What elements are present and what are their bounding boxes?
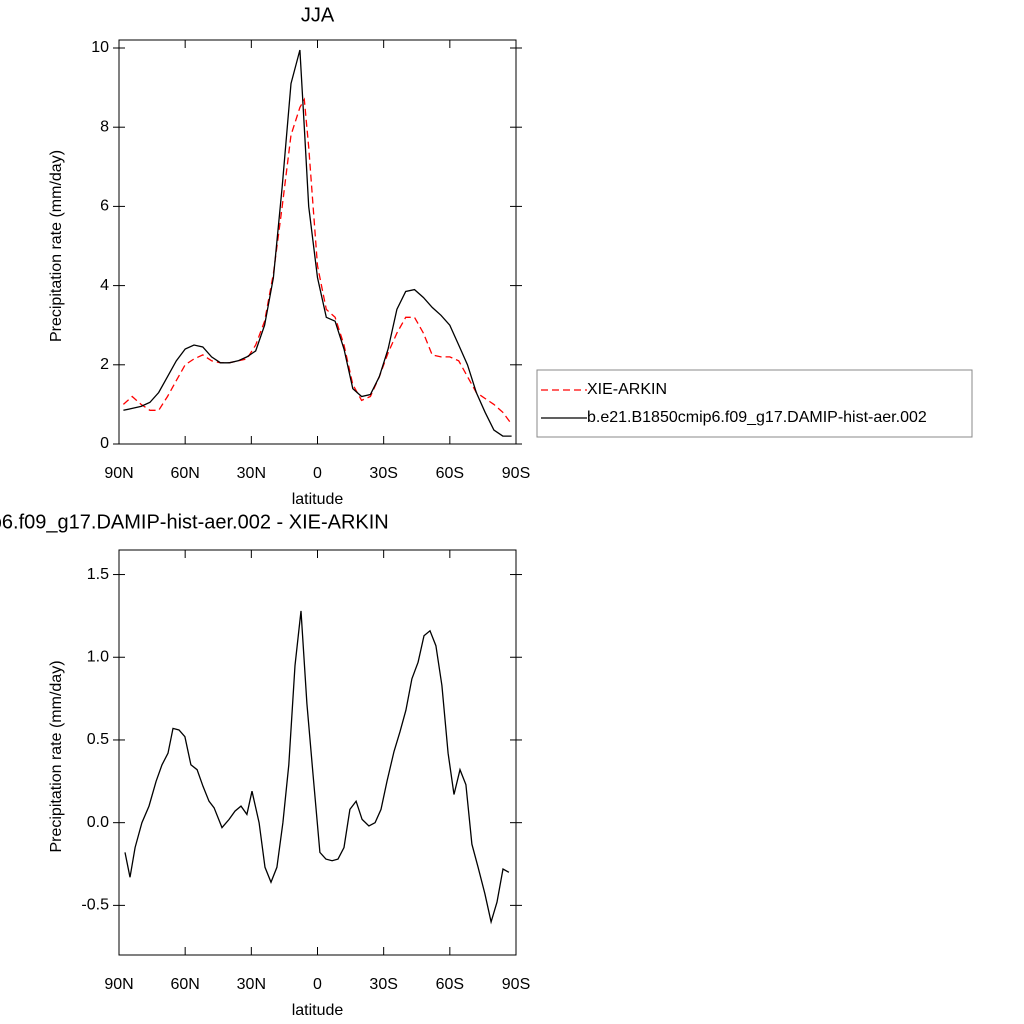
y-tick-label: 0.5: [87, 731, 109, 748]
y-tick-label: 1.0: [87, 648, 109, 665]
y-tick-label: 8: [100, 118, 109, 135]
legend-label: b.e21.B1850cmip6.f09_g17.DAMIP-hist-aer.…: [587, 409, 927, 426]
x-tick-label: 60S: [436, 465, 464, 482]
y-tick-label: 1.5: [87, 566, 109, 583]
chart-title: b.e21.B1850cmip6.f09_g17.DAMIP-hist-aer.…: [0, 511, 389, 533]
plot-frame: [118, 39, 517, 445]
x-tick-label: 90S: [502, 465, 530, 482]
x-tick-label: 90N: [104, 976, 133, 993]
x-tick-label: 30S: [369, 465, 397, 482]
data-line: [124, 610, 510, 925]
data-line: [123, 49, 512, 437]
chart-title: JJA: [301, 4, 335, 26]
x-tick-label: 0: [313, 465, 322, 482]
x-tick-label: 60N: [170, 976, 199, 993]
y-tick-label: 4: [100, 277, 109, 294]
x-tick-label: 90N: [104, 465, 133, 482]
x-tick-label: 0: [313, 976, 322, 993]
legend-box: [536, 369, 973, 438]
x-tick-label: 30S: [369, 976, 397, 993]
y-tick-label: -0.5: [81, 897, 109, 914]
plot-frame: [118, 549, 517, 956]
x-tick-label: 90S: [502, 976, 530, 993]
legend-label: XIE-ARKIN: [587, 381, 667, 398]
x-axis-label: latitude: [292, 1002, 344, 1019]
y-axis-label: Precipitation rate (mm/day): [48, 660, 65, 852]
data-line: [122, 97, 513, 425]
y-tick-label: 10: [91, 39, 109, 56]
y-tick-label: 0: [100, 435, 109, 452]
y-tick-label: 0.0: [87, 814, 109, 831]
x-tick-label: 30N: [237, 976, 266, 993]
x-tick-label: 60N: [170, 465, 199, 482]
y-axis-label: Precipitation rate (mm/day): [48, 150, 65, 342]
x-axis-label: latitude: [292, 491, 344, 508]
y-tick-label: 2: [100, 356, 109, 373]
x-tick-label: 30N: [237, 465, 266, 482]
y-tick-label: 6: [100, 198, 109, 215]
x-tick-label: 60S: [436, 976, 464, 993]
